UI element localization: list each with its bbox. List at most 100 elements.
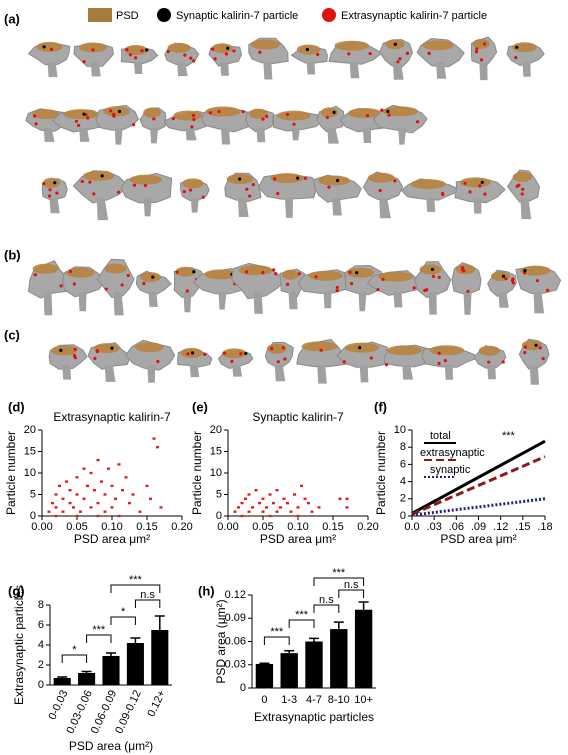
particle — [270, 346, 274, 351]
spine-neck — [463, 292, 472, 315]
bracket — [110, 584, 161, 593]
particle — [59, 284, 63, 288]
psd — [277, 110, 311, 121]
legend-label: synaptic — [430, 464, 471, 476]
spine-neck — [96, 198, 109, 221]
particle — [514, 56, 518, 60]
particle — [47, 194, 52, 198]
particle — [483, 42, 487, 46]
point — [300, 484, 303, 488]
particle — [190, 125, 194, 129]
error-bar — [284, 650, 295, 654]
error-bar — [57, 676, 68, 678]
psd — [175, 266, 196, 277]
spine-neck — [177, 62, 188, 77]
bar — [280, 653, 298, 688]
particle — [126, 273, 130, 278]
legend-label: total — [430, 430, 451, 442]
particle — [77, 123, 81, 127]
significance: * — [72, 644, 77, 656]
psd — [422, 40, 454, 51]
significance: *** — [270, 626, 284, 638]
point — [89, 506, 93, 509]
point — [251, 506, 254, 509]
particle — [82, 60, 86, 64]
spine-neck — [533, 292, 545, 314]
spine-neck — [398, 128, 407, 145]
point — [282, 497, 286, 500]
particle — [241, 110, 245, 114]
particle — [510, 278, 515, 283]
psd — [36, 41, 63, 52]
y-tick-label: 15 — [210, 445, 222, 457]
psd — [222, 348, 247, 359]
y-tick-label: 2 — [38, 659, 44, 671]
particle — [91, 48, 95, 52]
panel-label: (e) — [192, 399, 208, 414]
x-tick-label: .12 — [493, 521, 508, 533]
particle — [431, 274, 436, 278]
panel-label: (d) — [8, 399, 25, 414]
bar — [151, 630, 169, 685]
particle — [189, 56, 193, 60]
spine-neck — [237, 198, 249, 218]
particle — [342, 360, 346, 364]
spine-neck — [317, 365, 327, 384]
spine-neck — [379, 198, 391, 219]
psd — [32, 109, 60, 120]
x-tick-label: 0.12+ — [146, 688, 169, 718]
y-tick-label: 0.12 — [225, 589, 246, 601]
point — [303, 497, 307, 500]
spine-neck — [47, 62, 58, 78]
point — [100, 480, 103, 483]
point — [152, 437, 156, 440]
particle — [33, 114, 37, 118]
particle — [72, 282, 76, 286]
psd — [42, 177, 61, 188]
particle — [217, 109, 221, 114]
spine-neck — [426, 198, 436, 212]
psd — [211, 43, 233, 54]
particle — [80, 179, 84, 184]
particle — [276, 192, 280, 196]
point — [103, 510, 107, 513]
psd — [182, 178, 204, 189]
psd — [308, 270, 343, 281]
spine-neck — [90, 62, 101, 77]
bar — [53, 678, 71, 685]
annotation: *** — [502, 430, 516, 442]
particle — [192, 117, 196, 122]
psd-swatch — [88, 8, 112, 22]
particle — [142, 281, 146, 286]
significance: n.s — [344, 579, 359, 591]
particle — [430, 267, 435, 272]
x-tick-label: 0.0 — [404, 521, 419, 533]
x-tick-label: 1-3 — [281, 694, 297, 706]
bracket — [134, 599, 161, 608]
psd — [281, 269, 300, 280]
particle — [443, 359, 447, 363]
spine-neck — [285, 198, 293, 218]
y-tick-label: 4 — [400, 476, 406, 488]
particle — [245, 187, 249, 191]
point — [65, 480, 68, 483]
point — [68, 501, 72, 505]
particle — [501, 274, 506, 278]
particle — [412, 286, 416, 290]
particle — [265, 114, 269, 119]
psd — [348, 108, 382, 119]
spine-neck — [327, 128, 339, 144]
particle — [88, 180, 92, 184]
bar — [78, 673, 96, 685]
psd — [250, 39, 281, 50]
psd — [93, 343, 120, 354]
bracket — [86, 634, 112, 643]
particle — [381, 277, 385, 281]
point — [345, 497, 349, 500]
particle — [74, 119, 79, 123]
panel-label: (a) — [4, 11, 20, 26]
particle — [504, 277, 508, 281]
particle — [55, 191, 59, 195]
particle — [440, 191, 445, 195]
particle — [42, 181, 46, 186]
